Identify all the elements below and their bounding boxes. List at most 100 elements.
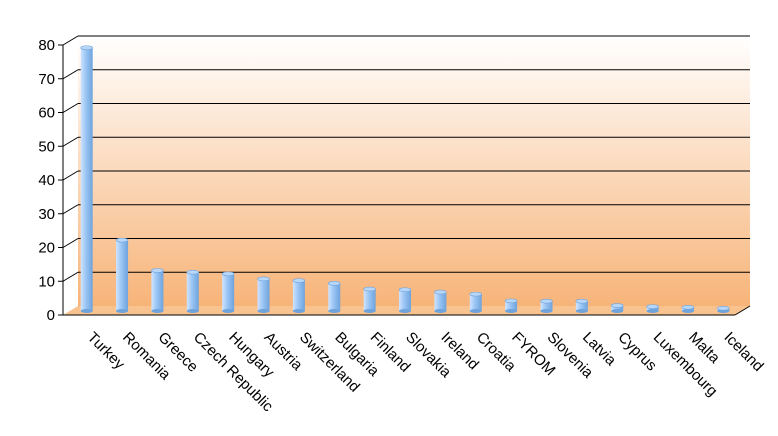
bar-top [610, 303, 624, 308]
bar [327, 281, 341, 313]
bar [186, 269, 200, 313]
bar [434, 289, 447, 313]
bar [504, 298, 518, 313]
y-tick-label: 70 [38, 71, 55, 88]
gridline-depth [62, 35, 79, 46]
bar [151, 268, 164, 313]
bar-base [469, 309, 482, 313]
bar-top [186, 269, 200, 275]
bar-top [151, 268, 164, 273]
bar [681, 304, 695, 313]
bar-base [575, 309, 588, 313]
bar-base [292, 309, 305, 313]
y-tick-label: 30 [38, 206, 55, 223]
bar [221, 271, 235, 313]
bar-top [327, 281, 341, 286]
bar-top [717, 305, 730, 311]
bar-base [222, 309, 235, 313]
gridline-depth [62, 170, 79, 181]
bar-base [646, 309, 659, 313]
bar-base [80, 309, 93, 313]
bar-body [292, 280, 305, 311]
y-tick-label: 40 [38, 172, 55, 189]
bar [717, 305, 730, 313]
y-tick-label: 20 [38, 240, 55, 257]
bar-base [505, 309, 518, 313]
bar-base [363, 309, 376, 313]
bar-base [681, 309, 694, 313]
bar-top [257, 276, 270, 282]
bar-body [434, 292, 447, 311]
bar-top [292, 278, 306, 283]
bar-top [540, 298, 553, 304]
bar [575, 298, 589, 313]
bar-body [399, 289, 411, 311]
bar-body [257, 278, 270, 311]
bar-top [434, 289, 447, 295]
bar-base [540, 309, 553, 313]
bar-base [399, 309, 411, 313]
bar-top [398, 287, 412, 293]
bar-base [116, 309, 129, 313]
bar [115, 237, 129, 313]
bar-top [575, 298, 589, 304]
y-tick-label: 0 [47, 307, 55, 324]
x-category-label: Iceland [720, 329, 766, 375]
grid-lines [62, 35, 750, 282]
bar-top [646, 304, 659, 309]
gridline-depth [62, 238, 79, 248]
bar [80, 45, 93, 313]
bar [610, 303, 624, 313]
bar-top [504, 298, 518, 304]
x-category-label: Turkey [84, 329, 128, 373]
bar [257, 276, 270, 313]
bars [80, 45, 730, 313]
x-axis-depth-line [734, 305, 751, 316]
y-axis-ticks: 0 10 20 30 40 50 60 70 80 [38, 37, 63, 324]
bar-base [328, 309, 341, 313]
bar-top [469, 291, 483, 297]
bar-base [434, 309, 447, 313]
bar [646, 304, 659, 313]
bar [398, 287, 412, 313]
bar-top [80, 45, 93, 51]
bar-body [540, 301, 553, 311]
y-tick-label: 50 [38, 138, 55, 155]
bar-body [328, 283, 341, 311]
gridline-depth [62, 204, 79, 215]
bar-body [363, 289, 376, 311]
bar-top [115, 237, 129, 243]
bar-top [681, 304, 695, 310]
bar [363, 286, 376, 313]
bar-top [221, 271, 235, 277]
gridline-depth [62, 69, 79, 80]
bar-body [575, 301, 588, 311]
x-category-label: Cyprus [614, 329, 660, 375]
plot-wall [63, 36, 750, 315]
bar-base [611, 309, 624, 313]
bar-base [257, 309, 270, 313]
bar-base [151, 309, 164, 313]
bar-body [222, 273, 235, 311]
y-tick-label: 60 [38, 105, 55, 122]
bar [469, 291, 483, 313]
bar [540, 298, 553, 313]
y-tick-label: 10 [38, 273, 55, 290]
bar [292, 278, 306, 313]
bar-body [611, 305, 624, 311]
gridline-depth [62, 103, 79, 113]
gridline-depth [62, 136, 79, 147]
bar-body [151, 270, 164, 311]
bar-base [186, 309, 199, 313]
bar-body [80, 47, 93, 311]
bar-body [186, 272, 199, 311]
bar-body [116, 240, 129, 311]
bar-body [469, 294, 482, 311]
bar-top [363, 286, 376, 292]
y-tick-label: 80 [38, 37, 55, 54]
gridline-depth [62, 271, 79, 282]
bar-body [505, 300, 518, 311]
